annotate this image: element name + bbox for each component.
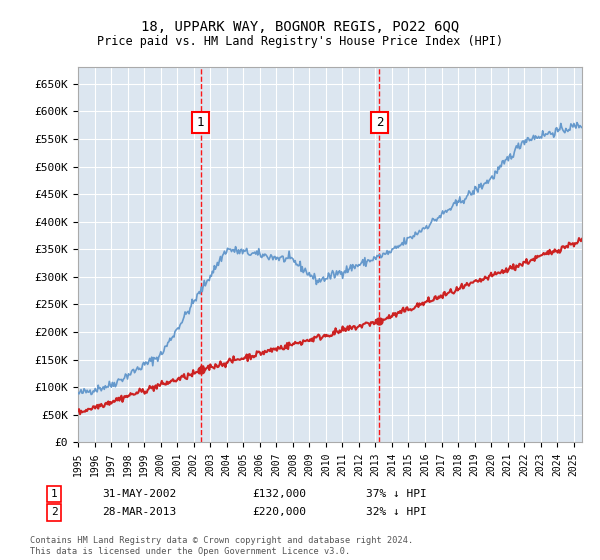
Text: 2: 2 [376,116,383,129]
Text: £132,000: £132,000 [252,489,306,499]
Text: 37% ↓ HPI: 37% ↓ HPI [366,489,427,499]
Text: £220,000: £220,000 [252,507,306,517]
Text: 18, UPPARK WAY, BOGNOR REGIS, PO22 6QQ: 18, UPPARK WAY, BOGNOR REGIS, PO22 6QQ [141,20,459,34]
Text: 1: 1 [50,489,58,499]
Text: 28-MAR-2013: 28-MAR-2013 [102,507,176,517]
Text: 2: 2 [50,507,58,517]
Text: 1: 1 [197,116,205,129]
Text: 32% ↓ HPI: 32% ↓ HPI [366,507,427,517]
Text: Price paid vs. HM Land Registry's House Price Index (HPI): Price paid vs. HM Land Registry's House … [97,35,503,48]
Text: Contains HM Land Registry data © Crown copyright and database right 2024.
This d: Contains HM Land Registry data © Crown c… [30,536,413,556]
Text: 31-MAY-2002: 31-MAY-2002 [102,489,176,499]
